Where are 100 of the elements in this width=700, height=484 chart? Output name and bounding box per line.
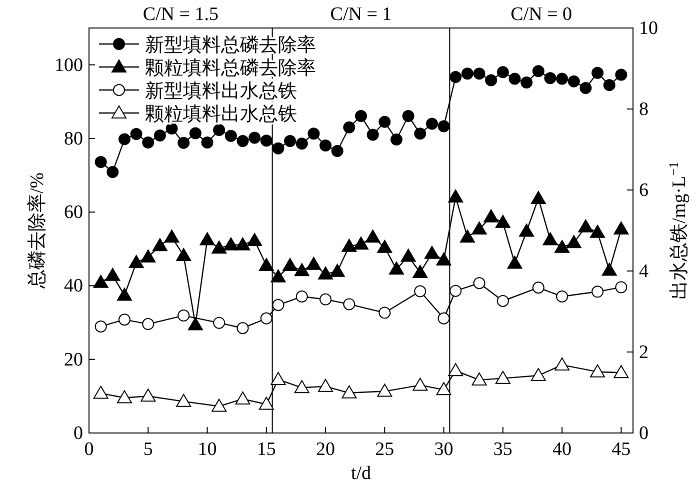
point <box>402 110 414 122</box>
point <box>272 299 284 312</box>
point <box>508 72 521 85</box>
point <box>176 394 192 407</box>
point <box>532 65 544 78</box>
point <box>140 250 156 263</box>
point <box>354 236 368 250</box>
point <box>248 132 261 144</box>
point <box>592 66 604 79</box>
point <box>176 248 192 262</box>
point <box>424 246 440 259</box>
point <box>118 314 130 326</box>
y-tick-label: 60 <box>64 202 83 224</box>
point <box>495 214 510 228</box>
point <box>213 124 226 136</box>
point <box>460 230 475 243</box>
point <box>568 75 580 88</box>
point <box>260 312 272 324</box>
x-tick-label: 40 <box>552 439 572 460</box>
text: C/N = 1.5 <box>142 4 218 25</box>
y-tick-label: 80 <box>64 128 83 150</box>
point <box>106 166 119 178</box>
y2-tick-label: 6 <box>639 180 648 201</box>
point <box>189 127 202 140</box>
x-tick-label: 15 <box>256 439 276 460</box>
point <box>377 384 392 397</box>
point <box>152 238 168 252</box>
point <box>378 116 391 128</box>
point <box>436 252 452 266</box>
point <box>154 130 166 142</box>
point <box>519 224 534 237</box>
point <box>366 128 379 141</box>
point <box>235 391 250 404</box>
point <box>178 310 190 322</box>
text: C/N = 1 <box>330 4 392 25</box>
x-tick-label: 45 <box>612 439 631 460</box>
point <box>116 390 132 404</box>
point <box>590 224 606 238</box>
text: C/N = 0 <box>510 4 572 25</box>
point <box>308 128 320 140</box>
point <box>414 128 426 140</box>
point <box>542 232 558 246</box>
point <box>320 293 332 306</box>
point <box>320 139 332 152</box>
point <box>532 282 544 294</box>
point <box>318 378 334 392</box>
point <box>554 357 570 370</box>
point <box>472 222 487 235</box>
point <box>448 189 464 202</box>
point <box>236 135 249 148</box>
point <box>318 266 334 280</box>
point <box>212 398 227 412</box>
point <box>556 290 568 303</box>
point <box>235 237 250 250</box>
point <box>178 136 190 149</box>
y-tick-label: 20 <box>64 349 83 370</box>
point <box>306 256 322 270</box>
point <box>188 317 203 330</box>
point <box>94 320 107 332</box>
point <box>485 74 498 86</box>
point <box>412 378 428 391</box>
x-tick-label: 25 <box>375 439 394 460</box>
point <box>142 136 154 149</box>
point <box>258 396 274 410</box>
y2-tick-label: 8 <box>639 99 648 120</box>
point <box>530 190 546 204</box>
point <box>105 268 120 281</box>
x-axis-title: t/d <box>350 463 372 484</box>
point <box>223 237 238 250</box>
y2-tick-label: 10 <box>639 18 658 39</box>
point <box>247 232 262 246</box>
point <box>473 277 486 290</box>
point <box>438 312 450 324</box>
point <box>294 263 310 276</box>
point <box>450 284 462 297</box>
point <box>342 238 357 252</box>
point <box>282 258 298 271</box>
point <box>388 262 404 275</box>
y2-tick-label: 4 <box>639 261 649 282</box>
point <box>142 318 154 330</box>
y2-tick-label: 2 <box>639 342 648 363</box>
point <box>566 235 582 248</box>
point <box>93 386 108 399</box>
point <box>450 70 462 83</box>
point <box>93 274 108 288</box>
x-tick-label: 30 <box>434 439 454 460</box>
point <box>270 269 286 282</box>
x-tick-label: 20 <box>316 439 336 460</box>
y-tick-label: 0 <box>74 423 83 444</box>
point <box>615 68 628 81</box>
point <box>436 382 452 396</box>
point <box>343 121 356 134</box>
point <box>438 120 450 132</box>
point <box>365 230 380 243</box>
point <box>200 232 215 246</box>
y2-tick-label: 0 <box>639 423 648 444</box>
point <box>296 290 308 303</box>
point <box>496 294 509 307</box>
point <box>212 240 227 254</box>
point <box>272 142 284 154</box>
